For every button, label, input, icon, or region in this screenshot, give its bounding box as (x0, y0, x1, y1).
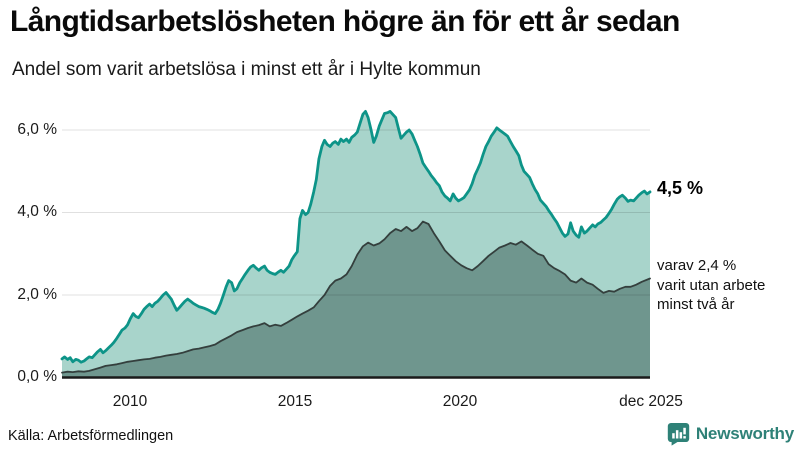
y-tick-label-2: 2,0 % (17, 285, 57, 303)
y-tick-label-0: 0,0 % (17, 368, 57, 385)
x-tick-label-2015: 2015 (277, 393, 313, 410)
y-tick-label-4: 4,0 % (17, 203, 57, 220)
source-caption: Källa: Arbetsförmedlingen (8, 428, 174, 444)
newsworthy-logo: Newsworthy (667, 422, 794, 446)
y-tick-label-6: 6,0 % (17, 120, 57, 138)
chart-subtitle: Andel som varit arbetslösa i minst ett å… (12, 59, 481, 80)
chart-title: Långtidsarbetslösheten högre än för ett … (10, 5, 680, 38)
end-value-label-twoyear: varav 2,4 % varit utan arbete minst två … (657, 257, 766, 313)
x-tick-label-dec2025: dec 2025 (619, 393, 683, 410)
newsworthy-logo-text: Newsworthy (695, 424, 794, 443)
end-value-label-total: 4,5 % (657, 178, 704, 198)
x-tick-label-2010: 2010 (112, 393, 148, 410)
newsworthy-logo-icon (667, 423, 690, 446)
x-tick-label-2020: 2020 (442, 393, 478, 410)
